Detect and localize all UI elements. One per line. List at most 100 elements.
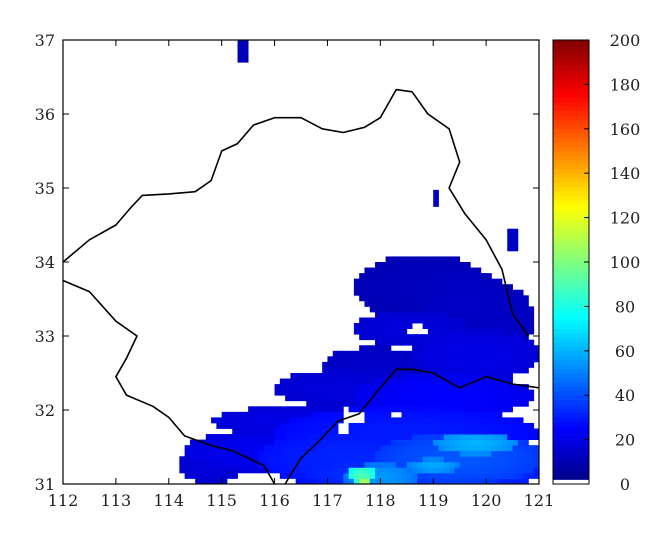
heatmap-cell xyxy=(311,406,318,413)
heatmap-cell xyxy=(285,395,291,402)
heatmap-cell xyxy=(364,356,371,363)
heatmap-cell xyxy=(412,384,418,391)
heatmap-cell xyxy=(364,317,371,324)
heatmap-cell xyxy=(322,472,328,479)
heatmap-cell xyxy=(412,373,418,379)
heatmap-cell xyxy=(322,478,328,484)
heatmap-cell xyxy=(427,400,434,407)
heatmap-cell xyxy=(385,378,392,385)
heatmap-cell xyxy=(523,334,529,341)
heatmap-cell xyxy=(364,278,371,285)
heatmap-cell xyxy=(285,450,291,457)
heatmap-cell xyxy=(343,461,349,468)
heatmap-cell xyxy=(406,411,413,418)
heatmap-cell xyxy=(385,450,392,457)
heatmap-cell xyxy=(496,339,503,346)
heatmap-cell xyxy=(274,417,281,424)
heatmap-cell xyxy=(301,406,307,413)
heatmap-cell xyxy=(406,478,413,484)
heatmap-cell xyxy=(242,439,249,446)
heatmap-cell xyxy=(417,445,424,452)
heatmap-cell xyxy=(375,406,381,413)
x-axis: 112 113 114 115 116 117 118 119 120 121 xyxy=(48,40,554,510)
heatmap-cell xyxy=(248,406,254,413)
heatmap-cell xyxy=(496,328,503,335)
heatmap-cell xyxy=(348,434,355,440)
heatmap-cell xyxy=(459,317,466,324)
heatmap-cell xyxy=(496,289,503,296)
heatmap-cell xyxy=(523,295,529,302)
heatmap-cell xyxy=(364,450,371,457)
heatmap-cell xyxy=(390,461,397,468)
heatmap-cell xyxy=(375,323,381,329)
heatmap-cell xyxy=(454,323,461,329)
heatmap-cell xyxy=(396,334,402,341)
heatmap-cell xyxy=(433,339,439,346)
heatmap-cell xyxy=(427,373,434,379)
heatmap-cell xyxy=(343,478,349,484)
heatmap-cell xyxy=(401,411,408,418)
heatmap-cell xyxy=(412,467,418,474)
heatmap-cell xyxy=(427,428,434,435)
heatmap-cell xyxy=(491,411,498,418)
heatmap-cell xyxy=(422,439,429,446)
heatmap-cell xyxy=(438,406,445,413)
heatmap-cell xyxy=(417,384,424,391)
heatmap-cell xyxy=(258,422,265,429)
colorbar-gradient xyxy=(553,40,589,485)
heatmap-cell xyxy=(454,339,461,346)
heatmap-cell xyxy=(517,356,524,363)
heatmap-cell xyxy=(475,434,482,440)
heatmap-cell xyxy=(422,400,429,407)
heatmap-cell xyxy=(359,295,365,302)
heatmap-cell xyxy=(438,317,445,324)
heatmap-cell xyxy=(406,450,413,457)
heatmap-cell xyxy=(464,417,471,424)
heatmap-cell xyxy=(480,472,487,479)
heatmap-cell xyxy=(470,328,476,335)
heatmap-cell xyxy=(237,56,244,63)
heatmap-cell xyxy=(401,478,408,484)
colorbar-segment xyxy=(553,222,589,227)
heatmap-cell xyxy=(427,384,434,391)
heatmap-cell xyxy=(221,434,228,440)
colorbar-segment xyxy=(553,168,589,174)
heatmap-cell xyxy=(311,395,318,402)
heatmap-cell xyxy=(385,300,392,307)
heatmap-cell xyxy=(475,406,482,413)
heatmap-cell xyxy=(353,434,360,440)
heatmap-cell xyxy=(496,323,503,329)
heatmap-cell xyxy=(417,461,424,468)
heatmap-cell xyxy=(311,467,318,474)
heatmap-cell xyxy=(443,289,450,296)
heatmap-cell xyxy=(189,467,196,474)
heatmap-cell xyxy=(301,456,307,463)
colorbar-segment xyxy=(553,373,589,378)
heatmap-cell xyxy=(496,300,503,307)
heatmap-cell xyxy=(295,461,302,468)
colorbar-segment xyxy=(553,151,589,156)
heatmap-cell xyxy=(512,239,519,246)
heatmap-cell xyxy=(417,439,424,446)
heatmap-cell xyxy=(369,323,376,329)
heatmap-cell xyxy=(332,400,339,407)
heatmap-cell xyxy=(422,428,429,435)
heatmap-cell xyxy=(438,439,445,446)
heatmap-cell xyxy=(401,428,408,435)
heatmap-cell xyxy=(443,378,450,385)
heatmap-cell xyxy=(359,328,365,335)
heatmap-cell xyxy=(385,384,392,391)
heatmap-cell xyxy=(364,345,371,352)
colorbar-tick-label: 120 xyxy=(610,209,641,228)
heatmap-cell xyxy=(443,417,450,424)
heatmap-cell xyxy=(491,350,498,357)
heatmap-cell xyxy=(412,273,418,280)
heatmap-cell xyxy=(353,389,360,396)
heatmap-cell xyxy=(179,461,186,468)
heatmap-cell xyxy=(338,467,344,474)
heatmap-cell xyxy=(454,350,461,357)
colorbar-segment xyxy=(553,266,589,272)
heatmap-cell xyxy=(406,323,413,329)
heatmap-cell xyxy=(507,373,513,379)
heatmap-cell xyxy=(512,456,519,463)
